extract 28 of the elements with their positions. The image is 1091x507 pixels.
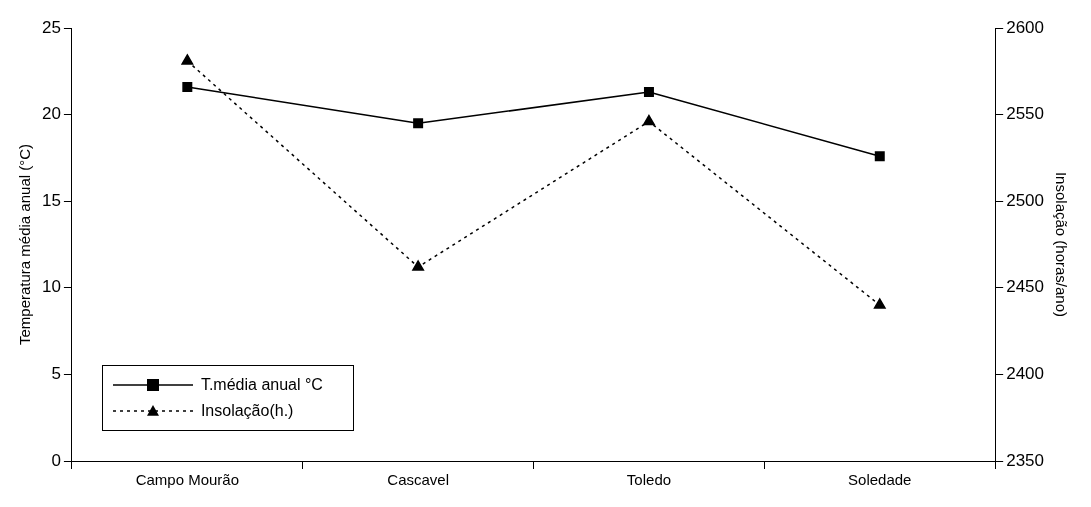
y-tick-label: 15 xyxy=(41,190,61,210)
y-tick-label: 20 xyxy=(41,104,61,124)
point xyxy=(412,260,425,271)
x-tick-label: Cascavel xyxy=(387,471,449,489)
y-axis-title: Temperatura média anual (°C) xyxy=(16,143,34,346)
y2-axis-title: Insolação (horas/ano) xyxy=(1052,171,1070,318)
y-tick-label: 10 xyxy=(41,277,61,297)
x-tick-label: Campo Mourão xyxy=(135,471,240,489)
point xyxy=(874,151,885,162)
y2-tick-label: 2350 xyxy=(1006,450,1045,470)
x-tick-label: Toledo xyxy=(626,471,672,489)
y-tick-label: 0 xyxy=(51,450,61,470)
legend-label: T.média anual °C xyxy=(200,376,323,394)
y2-tick-label: 2450 xyxy=(1006,277,1045,297)
y2-tick-label: 2400 xyxy=(1006,364,1045,384)
point xyxy=(181,54,194,65)
y-tick-label: 25 xyxy=(41,17,61,37)
point xyxy=(873,298,886,309)
point xyxy=(643,114,655,126)
x-tick-label: Soledade xyxy=(848,471,912,489)
y2-tick-label: 2550 xyxy=(1006,104,1045,124)
y-tick-label: 5 xyxy=(51,364,61,384)
point xyxy=(643,87,654,98)
legend-label: Insolação(h.) xyxy=(200,402,294,420)
y2-tick-label: 2500 xyxy=(1006,190,1045,210)
y2-tick-label: 2600 xyxy=(1006,17,1045,37)
point xyxy=(413,118,424,129)
point xyxy=(182,81,193,92)
